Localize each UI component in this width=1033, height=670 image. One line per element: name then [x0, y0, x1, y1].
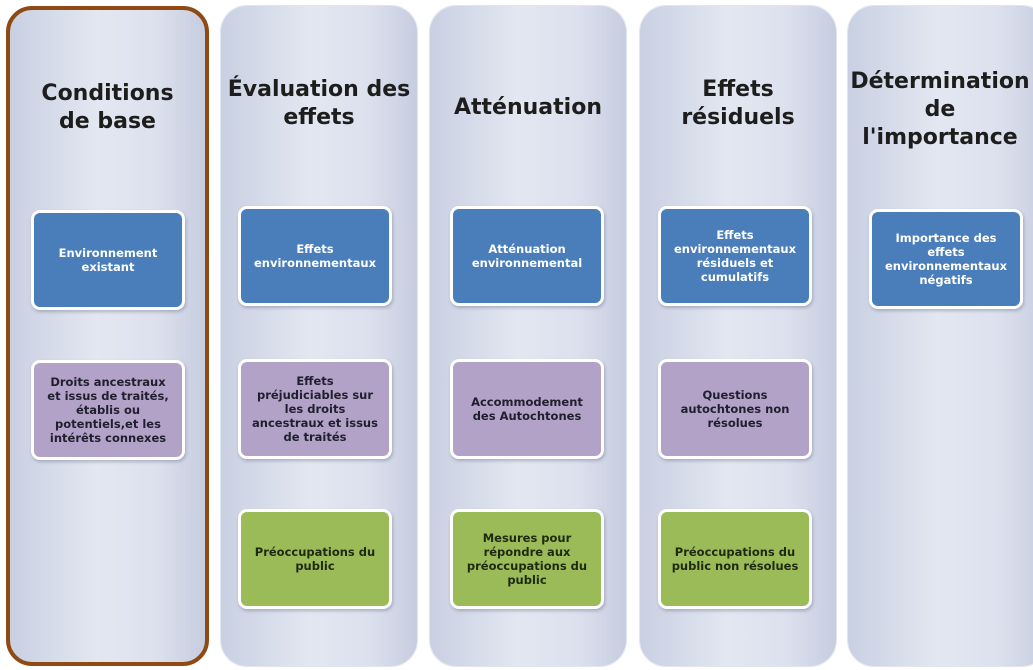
box-effets-residuels-cumulatifs: Effets environnementaux résiduels et cum… — [658, 206, 812, 306]
box-questions-autochtones: Questions autochtones non résolues — [658, 359, 812, 459]
title-line: de — [924, 97, 956, 122]
box-effets-environnementaux: Effets environnementaux — [238, 206, 392, 306]
box-attenuation-environnemental: Atténuation environnemental — [450, 206, 604, 306]
box-importance-effets: Importance des effets environnementaux n… — [869, 209, 1023, 309]
title-line: résiduels — [681, 105, 795, 130]
column-attenuation: Atténuation Atténuation environnemental … — [430, 6, 626, 666]
title-line: Conditions — [41, 81, 174, 106]
column-conditions-de-base: Conditions de base Environnement existan… — [6, 6, 209, 666]
title-line: Effets — [702, 77, 774, 102]
box-environnement-existant: Environnement existant — [31, 210, 185, 310]
column-title: Évaluation des effets — [221, 76, 417, 132]
column-title: Conditions de base — [10, 80, 205, 136]
title-line: Évaluation des — [227, 77, 411, 102]
column-evaluation-des-effets: Évaluation des effets Effets environneme… — [221, 6, 417, 666]
title-line: l'importance — [862, 125, 1018, 150]
box-droits-ancestraux: Droits ancestraux et issus de traités, é… — [31, 360, 185, 460]
box-effets-prejudiciables: Effets préjudiciables sur les droits anc… — [238, 359, 392, 459]
column-title: Effets résiduels — [640, 76, 836, 132]
title-line: effets — [283, 105, 355, 130]
column-effets-residuels: Effets résiduels Effets environnementaux… — [640, 6, 836, 666]
column-title: Détermination de l'importance — [840, 68, 1033, 152]
box-mesures-preoccupations: Mesures pour répondre aux préoccupations… — [450, 509, 604, 609]
column-title: Atténuation — [454, 95, 602, 120]
column-determination-importance: Détermination de l'importance Importance… — [848, 6, 1033, 666]
title-line: Détermination — [850, 69, 1030, 94]
box-preoccupations-non-resolues: Préoccupations du public non résolues — [658, 509, 812, 609]
box-preoccupations-du-public: Préoccupations du public — [238, 509, 392, 609]
box-accommodement-autochtones: Accommodement des Autochtones — [450, 359, 604, 459]
title-line: de base — [59, 109, 156, 134]
